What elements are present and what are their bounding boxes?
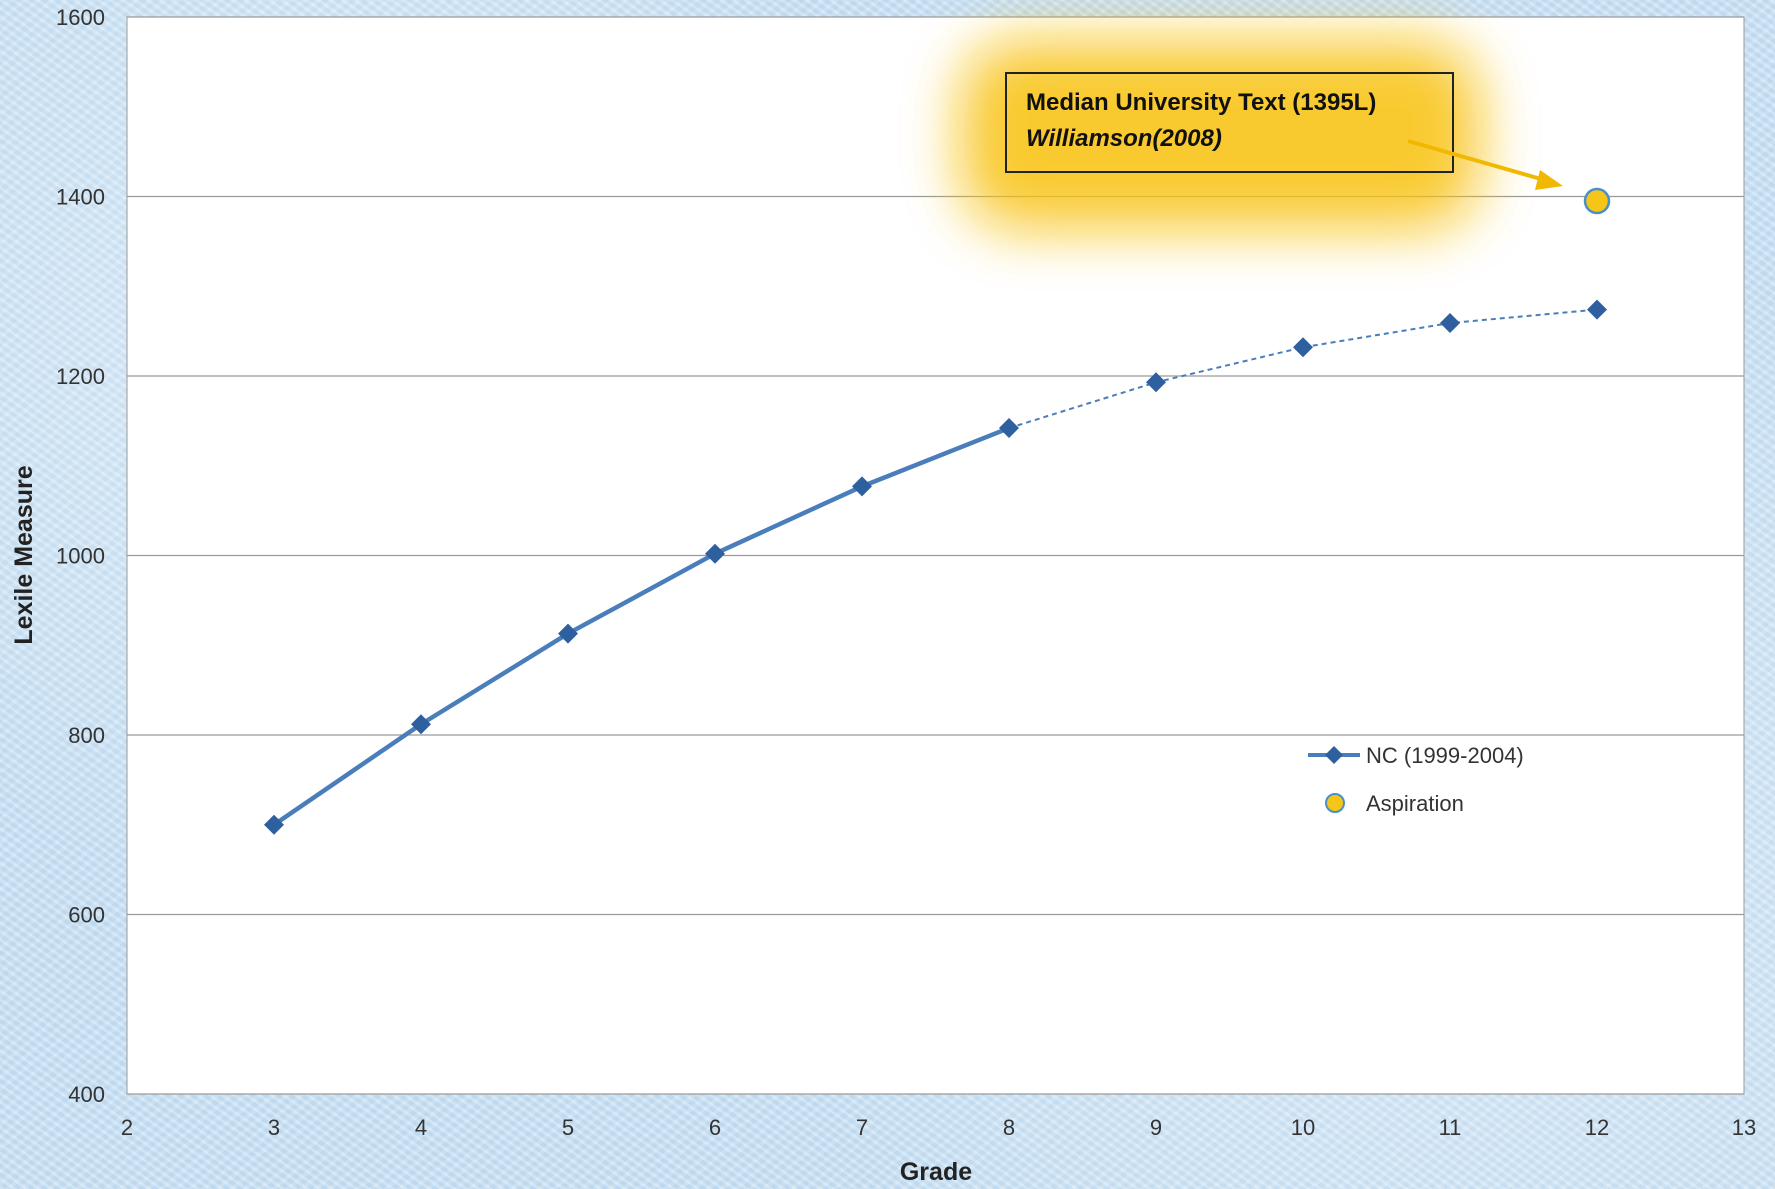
- nc-point-grade-10: [1293, 337, 1313, 358]
- series-aspiration: [1583, 187, 1611, 215]
- grid-lines: [127, 16, 1744, 1095]
- nc-point-grade-5: [558, 623, 578, 644]
- y-tick-label: 600: [68, 903, 105, 928]
- x-tick-label: 9: [1150, 1115, 1162, 1140]
- legend-aspiration-label: Aspiration: [1366, 791, 1464, 816]
- x-tick-label: 2: [121, 1115, 133, 1140]
- annotation-box: [1005, 72, 1454, 173]
- annotation-arrow-head: [1535, 170, 1563, 190]
- x-tick-label: 11: [1439, 1115, 1462, 1140]
- x-tick-label: 6: [709, 1115, 721, 1140]
- nc-point-grade-3: [264, 814, 284, 835]
- annotation-glow: [960, 40, 1480, 230]
- annotation-line1: Median University Text (1395L): [1026, 89, 1376, 116]
- x-tick-label: 12: [1585, 1115, 1609, 1140]
- y-tick-label: 400: [68, 1082, 105, 1107]
- y-tick-label: 1200: [56, 364, 105, 389]
- annotation-arrow-shaft: [1407, 139, 1549, 183]
- nc-point-grade-4: [411, 714, 431, 735]
- x-tick-label: 3: [268, 1115, 280, 1140]
- x-tick-label: 4: [415, 1115, 427, 1140]
- nc-point-grade-7: [852, 476, 872, 497]
- x-axis-title: Grade: [900, 1158, 972, 1186]
- nc-point-grade-9: [1146, 372, 1166, 393]
- y-tick-labels: 400 600 800 1000 1200 1400 1600: [56, 5, 105, 1107]
- nc-point-grade-12: [1587, 299, 1607, 320]
- y-tick-label: 1400: [56, 185, 105, 210]
- x-tick-label: 5: [562, 1115, 574, 1140]
- aspiration-point: [1583, 187, 1611, 215]
- y-tick-label: 1600: [56, 5, 105, 30]
- x-tick-label: 7: [856, 1115, 868, 1140]
- legend-nc-label: NC (1999-2004): [1366, 743, 1524, 768]
- series-nc: [264, 299, 1607, 835]
- x-tick-label: 8: [1003, 1115, 1015, 1140]
- annotation-line2: Williamson(2008): [1026, 125, 1222, 152]
- y-tick-label: 800: [68, 723, 105, 748]
- x-tick-label: 13: [1732, 1115, 1756, 1140]
- nc-line-dashed: [1008, 308, 1598, 430]
- x-tick-labels: 2 3 4 5 6 7 8 9 10 11 12 13: [121, 1115, 1756, 1140]
- legend-nc-marker: [1325, 746, 1343, 764]
- nc-point-grade-6: [705, 543, 725, 564]
- nc-point-grade-8: [999, 418, 1019, 439]
- legend-aspiration-marker: [1325, 793, 1345, 813]
- nc-point-grade-11: [1440, 313, 1460, 334]
- legend: NC (1999-2004) Aspiration: [1308, 743, 1524, 816]
- x-tick-label: 10: [1291, 1115, 1315, 1140]
- nc-line-solid: [272, 425, 1010, 827]
- y-axis-title: Lexile Measure: [10, 465, 38, 644]
- y-tick-label: 1000: [56, 544, 105, 569]
